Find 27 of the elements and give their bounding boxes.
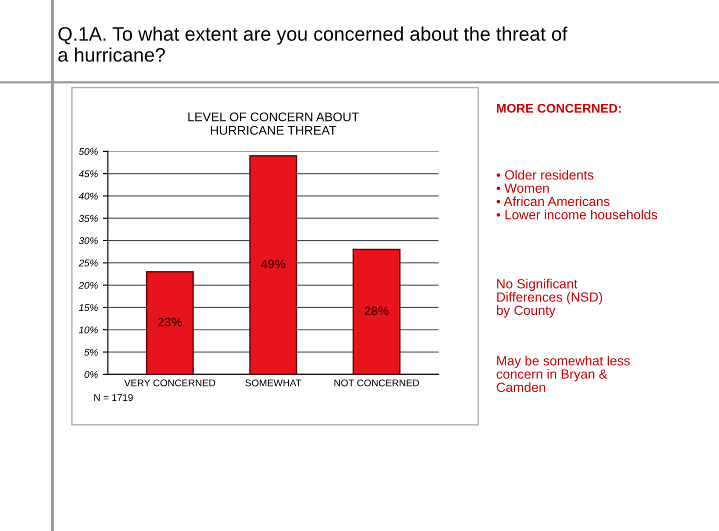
- data-label: 28%: [364, 306, 389, 316]
- chart-subtitle: LEVEL OF CONCERN ABOUT HURRICANE THREAT: [188, 112, 359, 135]
- y-tick-label: 5%: [84, 348, 98, 356]
- y-tick-label: 40%: [78, 192, 98, 200]
- data-label: 23%: [158, 318, 182, 326]
- bar: [352, 248, 401, 374]
- chart-title: Q.1A. To what extent are you concerned about the threat of a hurricane?: [58, 26, 568, 62]
- data-label: 49%: [260, 260, 286, 268]
- y-tick-label: 35%: [78, 214, 98, 222]
- text: No Significant Differences (NSD) by County: [496, 278, 602, 318]
- bar: [249, 155, 298, 374]
- text: N = 1719: [94, 394, 133, 401]
- y-tick-label: 50%: [78, 148, 98, 155]
- y-tick-label: 25%: [78, 260, 98, 266]
- y-tick-label: 30%: [78, 237, 98, 244]
- y-tick-label: 45%: [78, 170, 98, 178]
- y-tick-label: 20%: [78, 282, 98, 289]
- y-tick-label: 10%: [78, 326, 98, 334]
- x-tick-label: NOT CONCERNED: [334, 379, 419, 386]
- y-tick-label: 0%: [84, 371, 98, 378]
- x-tick-label: SOMEWHAT: [245, 379, 302, 386]
- text: MORE CONCERNED:: [496, 104, 621, 113]
- text: May be somewhat less concern in Bryan & Camden: [496, 356, 630, 392]
- y-tick-label: 15%: [78, 304, 98, 312]
- text: • Older residents • Women • African Americans • Lower income households: [496, 170, 658, 220]
- x-tick-label: VERY CONCERNED: [124, 379, 216, 386]
- bar: [146, 271, 194, 374]
